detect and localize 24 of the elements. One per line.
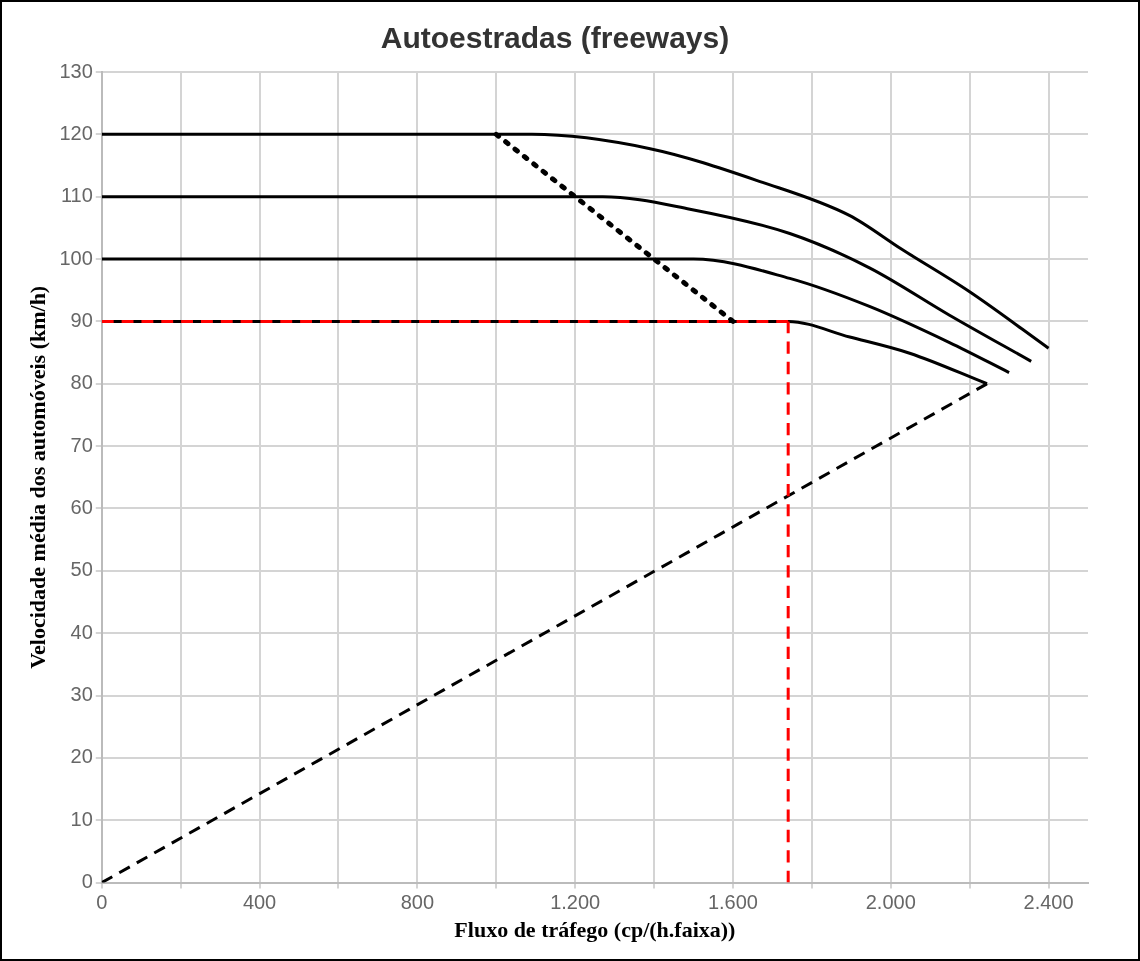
y-tick-label: 20 (70, 745, 93, 768)
y-tick-label: 50 (70, 558, 93, 581)
x-tick-label: 1.200 (550, 891, 601, 914)
x-tick-label: 1.600 (707, 891, 758, 914)
y-tick-label: 10 (70, 807, 93, 830)
x-tick-label: 2.000 (865, 891, 916, 914)
x-tick-label: 800 (400, 891, 435, 914)
x-tick-label: 0 (96, 891, 108, 914)
y-tick-label: 0 (81, 870, 93, 893)
x-tick-label: 400 (242, 891, 277, 914)
y-tick-label: 110 (60, 184, 93, 207)
y-axis-title: Velocidade média dos automóveis (km/h) (24, 285, 50, 669)
y-tick-label: 90 (70, 308, 93, 331)
y-tick-label: 30 (70, 683, 93, 706)
x-axis-title: Fluxo de tráfego (cp/(h.faixa)) (454, 917, 736, 943)
y-tick-label: 120 (59, 121, 93, 144)
y-tick-label: 40 (70, 620, 93, 643)
y-tick-label: 130 (59, 59, 93, 82)
chart-title: Autoestradas (freeways) (380, 21, 730, 55)
y-tick-label: 70 (70, 433, 93, 456)
y-tick-label: 80 (70, 371, 93, 394)
y-tick-label: 60 (70, 495, 93, 518)
y-tick-label: 100 (59, 246, 93, 269)
x-tick-label: 2.400 (1023, 891, 1074, 914)
